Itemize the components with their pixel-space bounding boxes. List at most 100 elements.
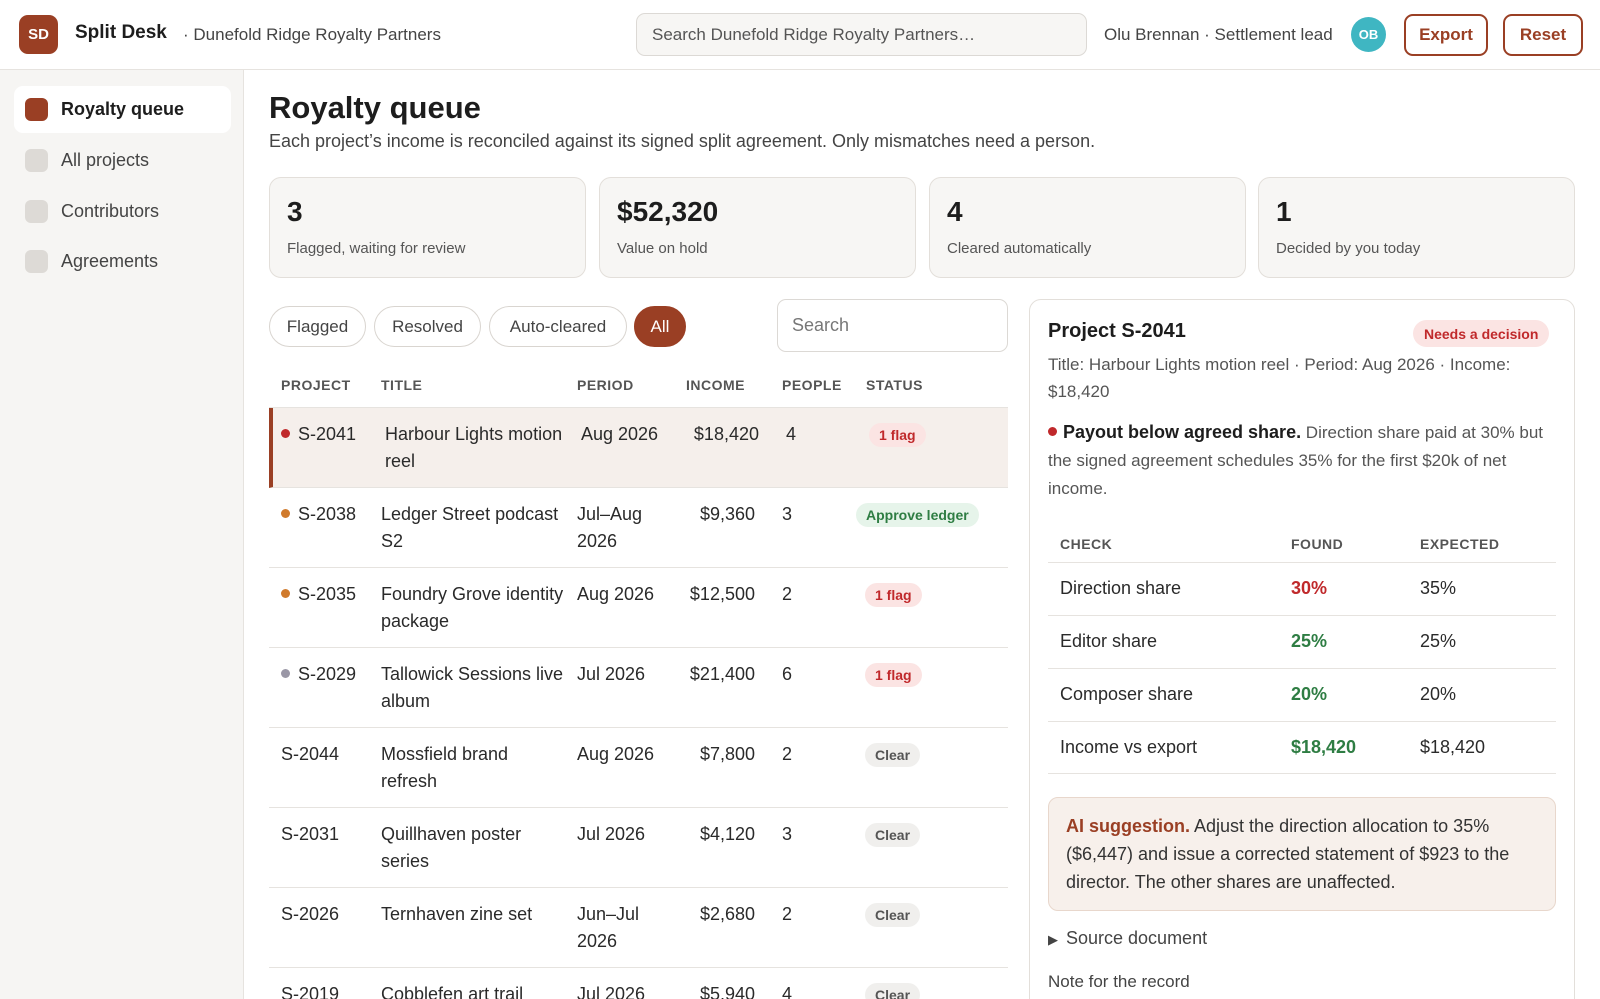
column-header-status[interactable]: STATUS [866, 377, 923, 393]
check-expected: 25% [1420, 631, 1457, 651]
status-badge[interactable]: Approve ledger [856, 503, 979, 527]
stat-card-cleared: 4 Cleared automatically [929, 177, 1246, 278]
check-expected: $18,420 [1420, 737, 1486, 757]
table-row[interactable]: S-2026 Ternhaven zine set Jun–Jul 2026 $2,6… [269, 888, 1008, 968]
table-row[interactable]: S-2038 Ledger Street podcast S2 Jul–Aug 20… [269, 488, 1008, 568]
avatar[interactable]: OB [1351, 17, 1386, 52]
status-dot-icon [281, 589, 290, 598]
status-dot-icon [281, 669, 290, 678]
project-id: S-2044 [281, 744, 340, 764]
sidebar-item-all-projects[interactable]: All projects [14, 137, 231, 184]
stat-value: $52,320 [617, 196, 719, 227]
check-row: Composer share 20% 20% [1048, 668, 1556, 721]
app-logo: SD [19, 15, 58, 54]
filter-auto-cleared[interactable]: Auto-cleared [489, 306, 627, 347]
check-name: Direction share [1060, 578, 1182, 598]
check-found: 25% [1291, 631, 1328, 651]
detail-panel: Project S-2041 Needs a decision Title: H… [1029, 299, 1575, 999]
reset-button[interactable]: Reset [1503, 14, 1583, 56]
sidebar-item-label: Contributors [61, 201, 160, 221]
cell-people: 4 [782, 984, 793, 999]
table-row[interactable]: S-2019 Cobblefen art trail Jul 2026 $5,940 4… [269, 968, 1008, 999]
table-row[interactable]: S-2031 Quillhaven poster series Jul 2026 $4… [269, 808, 1008, 888]
cell-period: Jul–Aug 2026 [577, 504, 643, 551]
page-subtitle: Each project’s income is reconciled agai… [269, 131, 1096, 151]
filter-resolved[interactable]: Resolved [374, 306, 481, 347]
export-button[interactable]: Export [1404, 14, 1488, 56]
cell-project: S-2038 [281, 501, 371, 528]
status-badge: 1 flag [865, 583, 922, 607]
cell-people: 6 [782, 664, 793, 684]
check-found: 20% [1291, 684, 1328, 704]
issue-text: Direction share paid at 30% but the sign… [1048, 423, 1543, 498]
cell-project: S-2019 [281, 981, 371, 999]
column-header-people[interactable]: PEOPLE [782, 377, 842, 393]
sidebar-item-contributors[interactable]: Contributors [14, 188, 231, 235]
status-badge: Needs a decision [1413, 320, 1550, 347]
cell-title: Tallowick Sessions live album [381, 664, 564, 711]
cell-project: S-2031 [281, 821, 371, 848]
check-name: Income vs export [1060, 737, 1198, 757]
stat-card-flagged: 3 Flagged, waiting for review [269, 177, 586, 278]
check-row: Direction share 30% 35% [1048, 562, 1556, 615]
cell-income: $18,420 [693, 424, 759, 444]
project-id: S-2041 [298, 424, 357, 444]
table-row[interactable]: S-2029 Tallowick Sessions live album Jul 2… [269, 648, 1008, 728]
stat-label: Cleared automatically [947, 240, 1092, 257]
detail-title: Project S-2041 [1048, 320, 1186, 342]
check-found: $18,420 [1291, 737, 1357, 757]
projects-icon [25, 149, 48, 172]
app-name: Split Desk [75, 22, 167, 43]
cell-income: $5,940 [699, 984, 755, 999]
filter-all[interactable]: All [634, 306, 686, 347]
cell-project: S-2041 [281, 421, 371, 448]
cell-income: $4,120 [699, 824, 755, 844]
cell-project: S-2029 [281, 661, 371, 688]
stat-value: 4 [947, 196, 963, 227]
cell-period: Jul 2026 [577, 824, 646, 844]
stat-value: 1 [1276, 196, 1292, 227]
source-document-toggle[interactable]: ▶ Source document [1048, 928, 1207, 949]
cell-income: $7,800 [699, 744, 755, 764]
sidebar: Royalty queue All projects Contributors … [0, 70, 244, 999]
sidebar-item-royalty-queue[interactable]: Royalty queue [14, 86, 231, 133]
cell-title: Ledger Street podcast S2 [381, 504, 559, 551]
check-expected: 20% [1420, 684, 1457, 704]
check-column-found: FOUND [1291, 536, 1344, 552]
stat-label: Decided by you today [1276, 240, 1421, 257]
check-name: Editor share [1060, 631, 1158, 651]
stat-value: 3 [287, 196, 303, 227]
status-dot-icon [281, 429, 290, 438]
ai-suggestion: AI suggestion. Adjust the direction allo… [1048, 797, 1556, 911]
detail-meta: Title: Harbour Lights motion reel · Peri… [1048, 355, 1511, 401]
global-search-input[interactable] [636, 13, 1087, 56]
cell-period: Aug 2026 [581, 424, 659, 444]
sidebar-item-label: Royalty queue [61, 99, 185, 119]
project-id: S-2031 [281, 824, 340, 844]
table-row[interactable]: S-2041 Harbour Lights motion reel Aug 2026… [269, 408, 1008, 488]
status-badge: 1 flag [865, 663, 922, 687]
column-header-project[interactable]: PROJECT [281, 377, 351, 393]
table-row[interactable]: S-2035 Foundry Grove identity package Aug … [269, 568, 1008, 648]
column-header-period[interactable]: PERIOD [577, 377, 634, 393]
table-row[interactable]: S-2044 Mossfield brand refresh Aug 2026 $7,… [269, 728, 1008, 808]
cell-income: $21,400 [689, 664, 755, 684]
cell-project: S-2044 [281, 741, 371, 768]
page-title: Royalty queue [269, 90, 481, 125]
sidebar-item-agreements[interactable]: Agreements [14, 238, 231, 285]
cell-people: 2 [782, 904, 793, 924]
cell-people: 2 [782, 584, 793, 604]
column-header-income[interactable]: INCOME [686, 377, 745, 393]
cell-title: Ternhaven zine set [381, 904, 533, 924]
column-header-title[interactable]: TITLE [381, 377, 423, 393]
cell-people: 3 [782, 824, 793, 844]
issue-heading: Payout below agreed share. [1063, 422, 1302, 442]
check-found: 30% [1291, 578, 1328, 598]
queue-icon [25, 98, 48, 121]
filter-flagged[interactable]: Flagged [269, 306, 366, 347]
table-search-input[interactable] [777, 299, 1008, 352]
cell-title: Cobblefen art trail [381, 984, 524, 999]
status-badge: Clear [865, 903, 921, 927]
cell-period: Jul 2026 [577, 984, 646, 999]
check-name: Composer share [1060, 684, 1194, 704]
